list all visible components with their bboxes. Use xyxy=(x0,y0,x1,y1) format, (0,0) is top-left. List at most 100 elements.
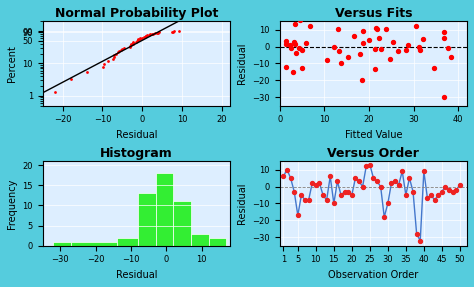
Point xyxy=(341,189,348,194)
Point xyxy=(327,174,334,179)
Point xyxy=(282,38,290,43)
Point xyxy=(419,36,427,41)
Point xyxy=(370,176,377,180)
Point xyxy=(456,183,464,187)
Point xyxy=(391,179,399,184)
Point xyxy=(282,65,290,69)
Point xyxy=(335,49,343,53)
Point xyxy=(296,46,303,50)
Point xyxy=(373,26,380,31)
Point xyxy=(305,198,312,202)
Bar xyxy=(53,242,71,246)
Point xyxy=(292,22,299,26)
Title: Versus Order: Versus Order xyxy=(328,147,419,160)
Point xyxy=(291,189,298,194)
Point xyxy=(359,29,366,33)
Point xyxy=(359,40,367,45)
Point xyxy=(363,164,370,168)
Bar xyxy=(71,242,117,246)
Bar xyxy=(156,173,173,246)
Point xyxy=(307,24,314,29)
Point xyxy=(350,34,358,38)
X-axis label: Residual: Residual xyxy=(116,130,157,140)
Point xyxy=(431,198,438,202)
Point xyxy=(323,198,330,202)
Point xyxy=(356,51,364,56)
Point xyxy=(417,238,424,243)
Point xyxy=(447,55,455,59)
Point xyxy=(381,215,388,219)
Point xyxy=(334,179,341,184)
Title: Versus Fits: Versus Fits xyxy=(335,7,412,20)
X-axis label: Observation Order: Observation Order xyxy=(328,270,419,280)
Point xyxy=(438,189,446,194)
Point xyxy=(358,78,366,83)
Bar xyxy=(173,201,191,246)
Point xyxy=(337,61,345,66)
Point xyxy=(283,167,291,172)
Point xyxy=(384,201,392,206)
Point xyxy=(449,189,456,194)
Point xyxy=(394,49,401,53)
Point xyxy=(382,26,390,31)
Point xyxy=(359,184,366,189)
Point xyxy=(399,169,406,174)
Point xyxy=(412,24,419,28)
Y-axis label: Residual: Residual xyxy=(237,183,247,224)
Point xyxy=(299,48,306,53)
Point xyxy=(309,181,316,185)
Point xyxy=(395,183,402,187)
Point xyxy=(377,47,385,51)
Point xyxy=(435,193,442,197)
Point xyxy=(287,176,294,180)
Y-axis label: Percent: Percent xyxy=(7,45,17,82)
Point xyxy=(441,30,448,35)
Point xyxy=(409,189,417,194)
Point xyxy=(298,65,305,70)
Point xyxy=(427,193,435,197)
Point xyxy=(280,174,287,179)
Point xyxy=(420,169,428,174)
Point xyxy=(417,48,424,52)
Point xyxy=(415,45,423,50)
Point xyxy=(348,193,356,197)
Point xyxy=(377,184,384,189)
Point xyxy=(323,58,330,63)
Point xyxy=(386,57,393,61)
Point xyxy=(444,45,452,50)
Point xyxy=(334,26,341,31)
X-axis label: Fitted Value: Fitted Value xyxy=(345,130,402,140)
Point xyxy=(292,41,299,46)
Point xyxy=(286,43,294,48)
Point xyxy=(402,48,410,52)
Point xyxy=(374,27,381,32)
Point xyxy=(390,39,397,44)
Bar xyxy=(117,238,138,246)
Point xyxy=(287,45,294,50)
Point xyxy=(292,51,300,55)
Point xyxy=(372,46,379,51)
Point xyxy=(290,40,298,44)
Point xyxy=(352,176,359,180)
Point xyxy=(345,189,352,194)
Point xyxy=(373,179,381,184)
Y-axis label: Frequency: Frequency xyxy=(7,178,17,229)
Point xyxy=(302,41,310,46)
Point xyxy=(312,183,319,187)
Y-axis label: Residual: Residual xyxy=(237,43,247,84)
Point xyxy=(316,181,323,185)
Bar xyxy=(209,238,227,246)
Point xyxy=(402,193,410,197)
Point xyxy=(319,193,327,197)
Bar xyxy=(138,193,156,246)
Point xyxy=(330,201,337,206)
Point xyxy=(388,181,395,185)
Point xyxy=(330,44,337,49)
Point xyxy=(282,41,290,46)
Point xyxy=(298,193,305,197)
Point xyxy=(404,43,412,48)
Point xyxy=(430,65,438,70)
Point xyxy=(345,55,352,60)
Point xyxy=(297,18,304,22)
Point xyxy=(442,184,449,189)
